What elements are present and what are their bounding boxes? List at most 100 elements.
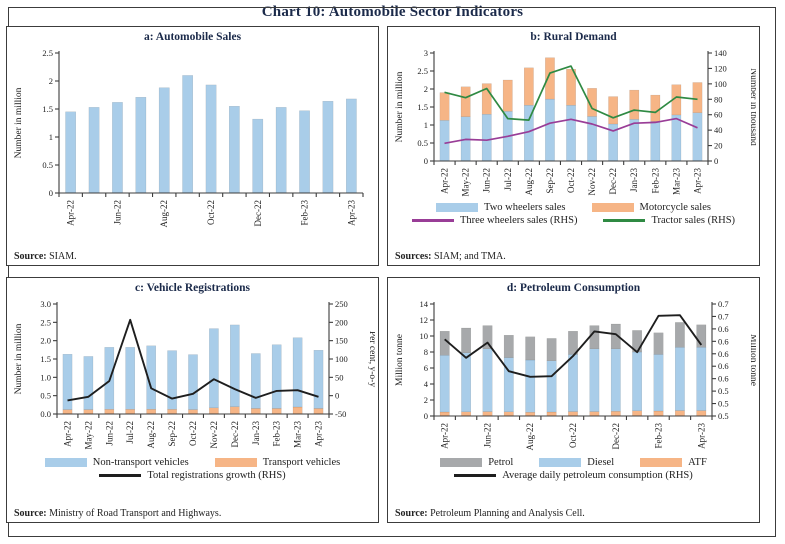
svg-text:0.6: 0.6	[718, 374, 729, 384]
bar-two-wheelers-sales	[481, 113, 492, 162]
svg-text:0.7: 0.7	[718, 311, 729, 321]
legend-line-swatch	[454, 474, 497, 477]
x-tick-label: May-22	[460, 168, 470, 197]
bar-diesel	[439, 355, 450, 413]
bar-diesel	[653, 354, 663, 412]
bar-petrol	[503, 335, 514, 358]
svg-text:2: 2	[48, 76, 52, 86]
bar-petrol	[610, 323, 621, 349]
x-tick-label: Jan-23	[250, 421, 260, 445]
svg-text:60: 60	[714, 110, 723, 120]
bar-transport-vehicles	[313, 408, 323, 415]
svg-text:1.5: 1.5	[40, 354, 51, 364]
svg-text:0: 0	[48, 188, 52, 198]
outer-border	[8, 7, 776, 537]
bar-non-transport-vehicles	[208, 328, 219, 408]
x-tick-label: Oct-22	[568, 423, 578, 448]
svg-text:0.0: 0.0	[40, 409, 51, 419]
legend-label: Petrol	[488, 457, 514, 468]
bar-diesel	[631, 351, 642, 411]
bar-non-transport-vehicles	[124, 347, 135, 410]
svg-text:0.6: 0.6	[718, 336, 729, 346]
bar-automobile-sales	[345, 98, 357, 194]
legend-item: Transport vehicles	[214, 457, 340, 468]
bar-motorcycle-sales	[439, 92, 449, 121]
x-tick-label: Dec-22	[252, 200, 262, 227]
svg-text:0.5: 0.5	[718, 399, 729, 409]
svg-text:0: 0	[335, 391, 339, 401]
svg-text:120: 120	[714, 63, 727, 73]
x-tick-label: Feb-23	[653, 423, 663, 449]
svg-text:250: 250	[335, 299, 348, 309]
x-tick-label: Jul-22	[125, 421, 135, 444]
legend-bar-swatch	[591, 203, 634, 212]
bar-motorcycle-sales	[544, 57, 555, 100]
legend-label: ATF	[688, 457, 707, 468]
legend-line-swatch	[99, 474, 142, 477]
svg-text:2: 2	[423, 395, 427, 405]
source-note-c: Source: Ministry of Road Transport and H…	[14, 508, 378, 519]
bar-non-transport-vehicles	[62, 354, 72, 410]
line-average-daily-petroleum-consumption-rhs-	[443, 314, 702, 378]
bar-transport-vehicles	[145, 408, 156, 415]
bar-automobile-sales	[134, 97, 146, 194]
svg-text:8: 8	[423, 347, 427, 357]
svg-text:0.5: 0.5	[42, 160, 53, 170]
bar-transport-vehicles	[208, 407, 219, 415]
bar-petrol	[674, 322, 685, 348]
x-tick-label: Mar-23	[671, 168, 681, 195]
bar-two-wheelers-sales	[544, 98, 555, 162]
line-three-wheelers-sales-rhs-	[443, 117, 698, 145]
bar-non-transport-vehicles	[313, 350, 323, 409]
bar-two-wheelers-sales	[439, 120, 449, 162]
legend-item: ATF	[640, 457, 707, 468]
bar-transport-vehicles	[83, 409, 93, 415]
bar-automobile-sales	[88, 107, 99, 194]
bar-diesel	[482, 348, 492, 412]
bar-transport-vehicles	[229, 406, 240, 415]
legend-bar-swatch	[44, 458, 87, 467]
x-tick-label: Apr-22	[439, 423, 449, 449]
x-tick-label: May-22	[83, 421, 93, 450]
petroleum-consumption-chart: 0 2 4 6 8 10 12 14 0.5 0.5 0.5 0.6 0.6 0.6 0.6 0.6 0.7 0.…	[395, 299, 756, 451]
x-tick-label: Jun-22	[482, 423, 492, 448]
legend-item: Petrol	[440, 457, 513, 468]
svg-text:2.5: 2.5	[40, 317, 51, 327]
bar-diesel	[610, 348, 621, 412]
svg-text:140: 140	[714, 48, 727, 58]
svg-text:0.7: 0.7	[718, 299, 729, 309]
bar-petrol	[524, 336, 535, 361]
x-tick-label: Apr-23	[346, 200, 356, 226]
svg-text:0: 0	[423, 156, 427, 166]
right-axis-title: Per cent, y-o-y	[367, 331, 375, 387]
bar-motorcycle-sales	[460, 86, 471, 117]
x-tick-label: Feb-23	[271, 421, 281, 447]
x-tick-label: Aug-22	[525, 423, 535, 451]
bar-transport-vehicles	[124, 408, 135, 415]
x-tick-label: Dec-22	[608, 168, 618, 195]
svg-text:0: 0	[423, 411, 427, 421]
x-tick-label: Jun-22	[481, 168, 491, 193]
x-tick-label: Sep-22	[167, 421, 177, 447]
bar-non-transport-vehicles	[83, 356, 93, 410]
bar-atf	[588, 411, 599, 417]
bar-atf	[503, 411, 514, 417]
legend-label: Motorcycle sales	[639, 202, 711, 213]
bar-automobile-sales	[181, 75, 193, 194]
x-tick-label: Apr-23	[692, 168, 702, 194]
legend-bar-swatch	[640, 458, 683, 467]
legend-label: Three wheelers sales (RHS)	[459, 215, 578, 226]
x-tick-label: Feb-23	[650, 168, 660, 194]
x-tick-label: Dec-22	[229, 421, 239, 448]
panel-petroleum-consumption: d: Petroleum Consumption 0 2 4 6 8 10 12 14 0.5 0…	[387, 277, 760, 523]
x-tick-label: Apr-23	[313, 421, 323, 447]
legend-row: Two wheelers sales Motorcycle sales	[436, 202, 711, 213]
x-tick-label: Aug-22	[159, 200, 169, 228]
legend-item: Motorcycle sales	[591, 202, 711, 213]
legend-label: Tractor sales (RHS)	[651, 215, 736, 226]
legend-bar-swatch	[436, 203, 479, 212]
svg-text:0: 0	[714, 156, 718, 166]
left-axis-title: Number in million	[14, 323, 24, 394]
svg-text:40: 40	[714, 125, 723, 135]
panel-a-title: a: Automobile Sales	[143, 31, 242, 43]
